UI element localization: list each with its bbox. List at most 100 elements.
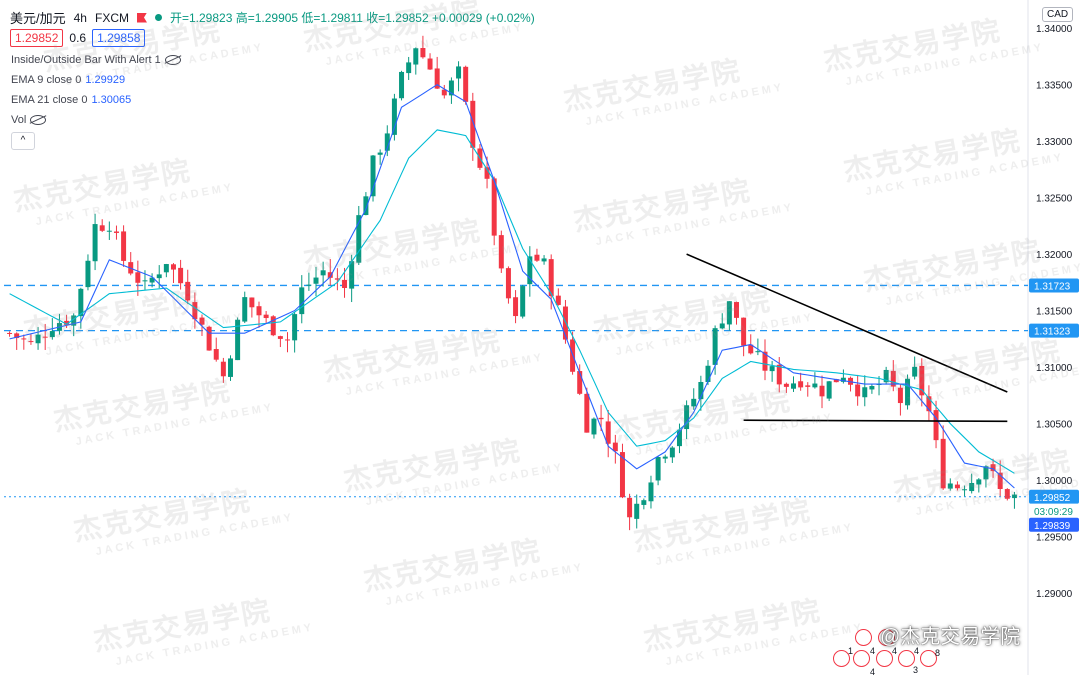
candle-body [555,295,561,305]
flag-icon[interactable] [136,12,147,23]
candle-body [769,366,775,372]
candle-body [327,272,333,278]
candle-body [912,366,918,377]
candle-body [669,447,675,458]
candle-body [363,196,369,216]
candle-body [833,379,839,383]
indicator-ema21[interactable]: EMA 21 close 0 1.30065 [11,94,131,106]
candle-body [249,297,255,308]
last-price-label: 1.29852 [1034,493,1071,504]
event-flag-icon[interactable] [853,650,870,667]
indicator-label: EMA 9 close 0 [11,74,82,86]
candle-body [28,341,34,343]
candle-body [762,351,768,371]
indicator-label: Inside/Outside Bar With Alert 1 [11,54,161,66]
symbol-label[interactable]: 美元/加元 [10,11,66,26]
candle-body [755,351,761,353]
event-flag-icon[interactable] [898,650,915,667]
candle-body [277,336,283,339]
candle-body [584,393,590,433]
y-tick-label: 1.30000 [1036,476,1073,487]
candle-body [1011,494,1017,499]
candle-body [178,267,184,284]
candle-body [256,306,262,316]
candle-body [406,62,412,74]
indicator-volume[interactable]: Vol [11,114,47,126]
event-flag-icon[interactable] [878,629,895,646]
candle-body [149,277,155,283]
candle-body [983,466,989,480]
event-flag-icon[interactable] [855,629,872,646]
trendline-resistance [686,253,1008,393]
candle-body [391,98,397,135]
hide-eye-icon[interactable] [164,55,181,65]
candle-body [71,315,77,326]
candle-body [619,452,625,498]
candle-body [855,384,861,397]
candle-body [377,152,383,155]
candle-body [35,334,41,344]
interval-label[interactable]: 4h [73,10,87,25]
candle-body [869,386,875,390]
candle-body [548,259,554,297]
y-tick-label: 1.29000 [1036,589,1073,600]
candle-body [14,333,20,339]
candle-body [21,338,27,340]
spread-value: 0.6 [69,31,87,45]
candle-body [612,442,618,452]
candle-body [1004,489,1010,499]
currency-label[interactable]: CAD [1042,7,1074,22]
indicator-ema9[interactable]: EMA 9 close 0 1.29929 [11,74,125,86]
candle-body [448,80,454,96]
event-flag-icon[interactable] [833,650,850,667]
candle-body [505,268,511,299]
candle-body [776,364,782,385]
hide-eye-icon[interactable] [30,115,47,125]
collapse-legend-button[interactable]: ^ [11,132,35,150]
buy-button[interactable]: 1.29858 [92,29,146,47]
candle-body [306,284,312,286]
ema21-line [9,129,1015,474]
candle-body [741,317,747,346]
candle-body [399,71,405,99]
event-flag-icon[interactable] [920,650,937,667]
candle-body [534,254,540,261]
event-count: 4 [870,646,876,656]
candle-body [135,272,141,283]
candle-body [470,100,476,148]
candle-body [170,264,176,270]
candle-body [121,231,127,261]
candle-body [648,482,654,502]
candle-body [655,456,661,481]
candle-body [78,288,84,317]
candle-body [42,336,48,338]
event-flag-icon[interactable] [876,650,893,667]
candle-body [185,281,191,301]
candle-body [926,396,932,412]
candle-body [641,500,647,505]
candle-body [235,319,241,361]
y-tick-label: 1.30500 [1036,420,1073,431]
level-price-label: 1.31723 [1034,281,1071,292]
market-status-icon [154,14,162,21]
candle-body [49,331,55,338]
candle-body [883,369,889,383]
candle-body [441,89,447,96]
indicator-inside-outside-bar[interactable]: Inside/Outside Bar With Alert 1 [11,54,181,66]
candle-body [64,320,70,325]
candle-body [634,503,640,519]
candle-body [562,306,568,340]
candle-body [919,365,925,396]
candle-body [227,358,233,377]
candle-body [940,438,946,489]
sell-button[interactable]: 1.29852 [10,29,64,47]
candle-body [413,48,419,65]
candle-body [156,274,162,279]
candle-body [840,377,846,382]
y-tick-label: 1.31000 [1036,363,1073,374]
candle-body [805,385,811,387]
indicator-value: 1.29929 [85,74,126,86]
level-price-label-bg [1029,323,1079,338]
event-count: 8 [935,648,941,658]
